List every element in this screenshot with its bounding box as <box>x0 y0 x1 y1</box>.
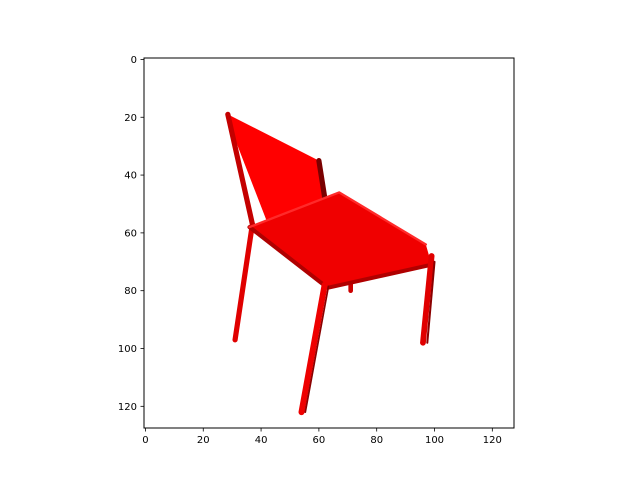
x-axis: 0 20 40 60 80 100 120 <box>142 428 502 446</box>
y-tick-label: 60 <box>124 228 137 239</box>
x-tick-label: 120 <box>483 435 502 446</box>
x-tick-label: 40 <box>255 435 268 446</box>
chair-backrest-left-post <box>225 111 256 227</box>
x-tick-label: 100 <box>425 435 444 446</box>
chair-front-leg-center <box>298 281 328 416</box>
y-tick-label: 40 <box>124 171 137 182</box>
y-tick-label: 120 <box>118 402 137 413</box>
chair-front-leg-right-shade <box>426 260 436 344</box>
chair-front-leg-right <box>420 253 435 346</box>
chair-backrest <box>227 114 328 222</box>
chair-front-leg-center-shade <box>304 285 330 413</box>
image-frame <box>143 57 515 429</box>
x-tick-label: 80 <box>370 435 383 446</box>
y-tick-label: 100 <box>118 344 137 355</box>
x-tick-label: 20 <box>197 435 210 446</box>
y-axis: 0 20 40 60 80 100 120 <box>118 55 144 413</box>
chair-seat <box>249 192 432 288</box>
chair-seat-top-edge <box>248 191 427 246</box>
y-tick-label: 80 <box>124 286 137 297</box>
y-tick-label: 0 <box>131 55 137 66</box>
x-tick-label: 0 <box>142 435 148 446</box>
image-area <box>143 57 515 429</box>
red-chair-image <box>225 111 436 416</box>
y-tick-label: 20 <box>124 113 137 124</box>
x-tick-label: 60 <box>313 435 326 446</box>
chair-back-leg-left <box>232 221 256 343</box>
